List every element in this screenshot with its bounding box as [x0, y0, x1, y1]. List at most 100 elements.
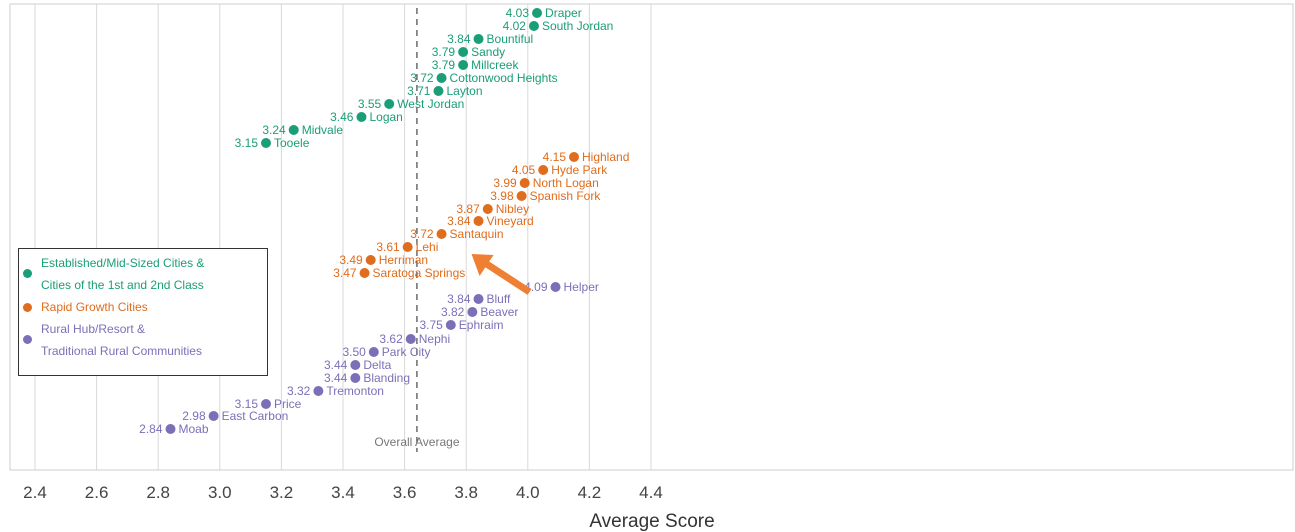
- city-label: Cottonwood Heights: [450, 71, 558, 85]
- data-point-south-jordan: 4.02 South Jordan: [503, 19, 614, 33]
- data-point-midvale: 3.24 Midvale: [262, 123, 343, 137]
- data-point-west-jordan: 3.55 West Jordan: [358, 97, 465, 111]
- data-point-spanish-fork: 3.98 Spanish Fork: [490, 189, 601, 203]
- x-tick-label: 4.4: [639, 483, 663, 502]
- x-tick-label: 4.2: [578, 483, 602, 502]
- city-label: Hyde Park: [551, 163, 608, 177]
- value-label: 3.55: [358, 97, 382, 111]
- point-marker: [473, 294, 484, 304]
- data-point-tooele: 3.15 Tooele: [235, 136, 310, 150]
- point-marker: [532, 8, 543, 18]
- point-marker: [261, 138, 271, 148]
- arrow-head: [471, 254, 494, 276]
- point-marker: [482, 204, 493, 214]
- data-point-saratoga-springs: 3.47 Saratoga Springs: [333, 266, 465, 280]
- point-marker: [550, 282, 561, 292]
- value-label: 3.32: [287, 384, 311, 398]
- city-label: Herriman: [379, 253, 428, 267]
- value-label: 3.84: [447, 32, 471, 46]
- value-label: 4.15: [543, 150, 567, 164]
- x-tick-label: 3.8: [454, 483, 478, 502]
- value-label: 3.98: [490, 189, 514, 203]
- point-marker: [519, 178, 530, 188]
- data-point-cottonwood-heights: 3.72 Cottonwood Heights: [410, 71, 557, 85]
- city-label: Tooele: [274, 136, 310, 150]
- city-label: Ephraim: [459, 318, 504, 332]
- data-point-highland: 4.15 Highland: [543, 150, 630, 164]
- point-marker: [516, 191, 527, 201]
- value-label: 3.79: [432, 58, 456, 72]
- point-marker: [433, 86, 444, 96]
- data-point-moab: 2.84 Moab: [139, 422, 209, 436]
- data-point-ephraim: 3.75 Ephraim: [419, 318, 503, 332]
- value-label: 3.75: [419, 318, 443, 332]
- reference-line-label: Overall Average: [374, 435, 459, 449]
- x-tick-label: 3.4: [331, 483, 355, 502]
- data-point-blanding: 3.44 Blanding: [324, 371, 410, 385]
- data-point-logan: 3.46 Logan: [330, 110, 403, 124]
- point-marker: [569, 152, 579, 162]
- value-label: 4.05: [512, 163, 536, 177]
- value-label: 3.87: [456, 202, 480, 216]
- point-marker: [405, 334, 416, 344]
- point-marker: [445, 320, 456, 330]
- point-marker: [473, 216, 484, 226]
- x-tick-label: 2.4: [23, 483, 47, 502]
- city-label: Logan: [369, 110, 402, 124]
- city-label: Tremonton: [326, 384, 384, 398]
- city-label: Park City: [382, 345, 431, 359]
- data-point-tremonton: 3.32 Tremonton: [287, 384, 384, 398]
- value-label: 2.98: [182, 409, 206, 423]
- data-point-bountiful: 3.84 Bountiful: [447, 32, 533, 46]
- city-label: South Jordan: [542, 19, 613, 33]
- value-label: 3.24: [262, 123, 286, 137]
- city-label: Moab: [179, 422, 209, 436]
- x-tick-label: 3.0: [208, 483, 232, 502]
- arrow-shaft: [481, 259, 532, 295]
- city-label: Santaquin: [450, 227, 504, 241]
- value-label: 2.84: [139, 422, 163, 436]
- x-axis-ticks: 2.4 2.6 2.8 3.0 3.2 3.4 3.6 3.8 4.0 4.2 4.4: [23, 483, 663, 502]
- city-label: Blanding: [363, 371, 410, 385]
- x-tick-label: 3.6: [393, 483, 417, 502]
- value-label: 4.02: [503, 19, 527, 33]
- value-label: 4.03: [506, 6, 530, 20]
- legend-marker: [23, 269, 32, 278]
- data-point-nephi: 3.62 Nephi: [379, 332, 450, 346]
- data-point-santaquin: 3.72 Santaquin: [410, 227, 503, 241]
- city-label: Delta: [363, 358, 391, 372]
- value-label: 3.44: [324, 358, 348, 372]
- data-point-helper: 4.09 Helper: [524, 280, 599, 294]
- data-point-millcreek: 3.79 Millcreek: [432, 58, 520, 72]
- city-label: Price: [274, 397, 302, 411]
- value-label: 3.61: [376, 240, 400, 254]
- highlight-arrow: [471, 254, 532, 295]
- point-marker: [165, 424, 176, 434]
- value-label: 3.72: [410, 227, 434, 241]
- city-label: Midvale: [302, 123, 344, 137]
- legend-label-line: Cities of the 1st and 2nd Class: [41, 278, 204, 292]
- legend-item: Established/Mid-Sized Cities & Cities of …: [23, 252, 267, 296]
- point-marker: [538, 165, 549, 175]
- data-point-delta: 3.44 Delta: [324, 358, 392, 372]
- data-point-herriman: 3.49 Herriman: [339, 253, 428, 267]
- city-label: Vineyard: [487, 214, 534, 228]
- point-marker: [473, 34, 484, 44]
- point-marker: [288, 125, 299, 135]
- overall-average-line: Overall Average: [374, 8, 460, 452]
- value-label: 3.99: [493, 176, 517, 190]
- city-label: Saratoga Springs: [373, 266, 466, 280]
- legend-item: Rapid Growth Cities: [23, 296, 267, 318]
- city-label: Bluff: [487, 292, 511, 306]
- value-label: 3.79: [432, 45, 456, 59]
- point-marker: [436, 73, 447, 83]
- legend-item: Rural Hub/Resort & Traditional Rural Comm…: [23, 318, 267, 362]
- grid-lines: [34, 4, 652, 470]
- value-label: 3.62: [379, 332, 403, 346]
- point-marker: [458, 60, 469, 70]
- value-label: 3.71: [407, 84, 431, 98]
- value-label: 3.47: [333, 266, 357, 280]
- value-label: 3.15: [235, 397, 259, 411]
